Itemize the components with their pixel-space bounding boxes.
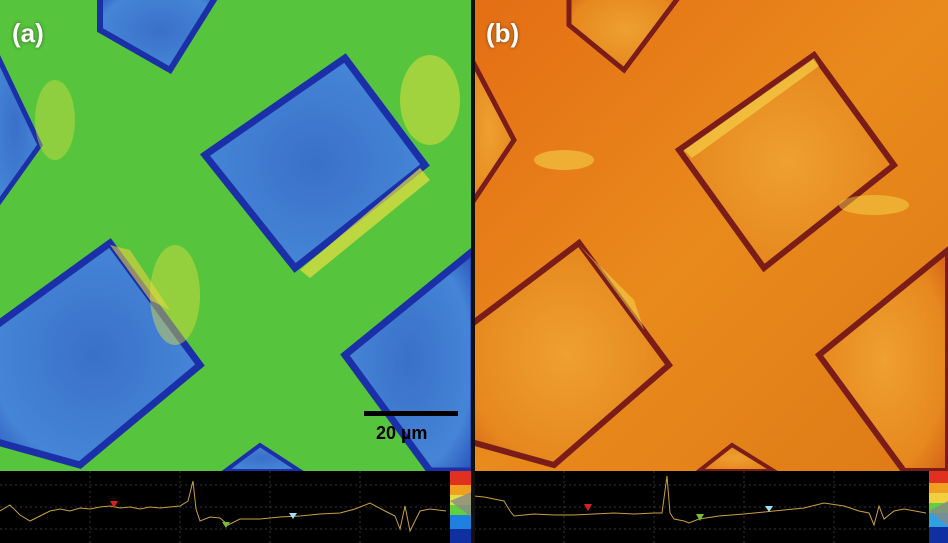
panel-a-profile-strip [0, 471, 474, 543]
scale-bar-label: 20 µm [376, 423, 428, 443]
green-marker-b [696, 514, 704, 521]
cyan-marker-b [765, 506, 773, 512]
square-bottom-left [0, 238, 205, 469]
colorbar-b [929, 471, 948, 543]
panel-b-profile-strip [474, 471, 948, 543]
panel-divider [471, 0, 475, 543]
square-center [199, 53, 430, 278]
red-marker [110, 501, 118, 508]
panel-a: (a) 20 µm [0, 0, 474, 543]
square-b-bottom [695, 442, 778, 471]
square-b-left [474, 58, 517, 205]
square-left [0, 55, 43, 206]
panel-b-image [474, 0, 948, 471]
panel-a-label: (a) [12, 18, 44, 48]
square-b-top [566, 0, 680, 74]
square-b-bottom-left [474, 238, 674, 469]
scale-bar [364, 411, 458, 416]
panel-b-label: (b) [486, 18, 520, 48]
panel-b: (b) [474, 0, 948, 543]
panel-a-profile [0, 471, 474, 543]
square-b-right [814, 246, 948, 471]
colorbar [450, 471, 474, 543]
panel-a-image [0, 0, 474, 471]
square-top-left [97, 0, 218, 75]
cyan-marker [289, 513, 297, 519]
square-bottom [221, 442, 304, 471]
red-marker-b [584, 504, 592, 511]
green-marker [222, 522, 230, 528]
square-b-center [674, 50, 899, 273]
panel-b-profile [474, 471, 948, 543]
